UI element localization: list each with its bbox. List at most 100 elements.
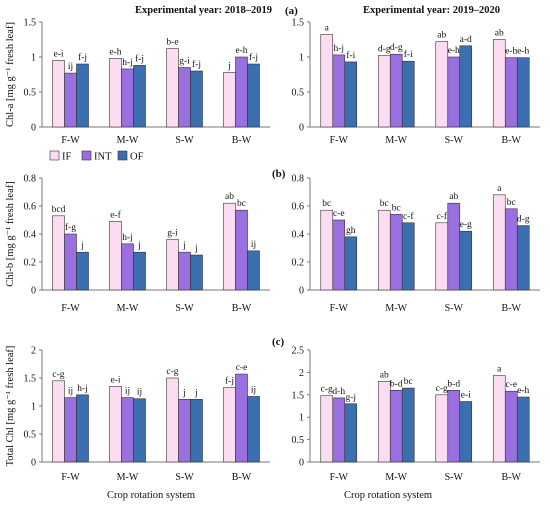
bar-OF-M-W	[401, 60, 415, 128]
x-tick-label: F-W	[61, 135, 80, 146]
significance-label: ij	[125, 387, 130, 397]
bar-IF-M-W	[109, 221, 122, 291]
significance-label: bc	[237, 199, 246, 209]
significance-label: e-h	[109, 47, 121, 57]
y-tick-label: 0.5	[292, 435, 305, 446]
y-tick-label: 0	[299, 123, 304, 134]
significance-label: b-d	[447, 379, 460, 389]
bar-INT-F-W	[332, 54, 346, 128]
bar-IF-F-W	[52, 380, 65, 463]
significance-label: j	[227, 61, 231, 71]
significance-label: a	[497, 184, 502, 194]
y-tick-label: 0.6	[24, 202, 37, 213]
significance-label: c-g	[52, 370, 64, 380]
significance-label: b-d	[390, 379, 403, 389]
y-tick-label: 1.5	[24, 18, 37, 29]
y-tick-label: 0.5	[292, 88, 305, 99]
y-tick-label: 0.4	[24, 230, 37, 241]
bar-OF-F-W	[76, 394, 89, 463]
significance-label: ab	[225, 192, 234, 202]
significance-label: f-j	[192, 59, 201, 70]
bar-IF-S-W	[166, 377, 179, 463]
x-tick-label: B-W	[502, 303, 522, 314]
significance-label: j	[80, 241, 84, 251]
bar-OF-B-W	[516, 57, 530, 128]
x-tick-label: M-W	[117, 472, 139, 483]
x-tick-label: S-W	[445, 135, 464, 146]
bar-IF-S-W	[435, 41, 449, 128]
bar-INT-F-W	[64, 397, 77, 463]
panel-label-c: (c)	[272, 336, 285, 348]
bar-INT-M-W	[389, 390, 403, 463]
significance-label: f-g	[65, 222, 76, 233]
significance-label: d-g	[517, 215, 530, 225]
significance-label: e-h	[235, 46, 247, 56]
significance-label: d-g	[390, 43, 403, 53]
y-axis-title: Chl-a [mg g⁻¹ fresh leaf]	[5, 22, 16, 127]
significance-label: e-i	[110, 375, 120, 385]
x-tick-label: B-W	[232, 472, 252, 483]
legend-swatch-IF	[49, 150, 60, 161]
y-tick-label: 0	[31, 123, 36, 134]
y-tick-label: 2	[31, 346, 36, 357]
x-tick-label: M-W	[117, 303, 139, 314]
bar-INT-B-W	[504, 390, 518, 463]
chart-panel-c-left: 0 0.5 1 1.5 2 Total Chl [mg g⁻¹ fresh leaf] c-…	[5, 346, 270, 483]
bar-INT-F-W	[64, 72, 77, 128]
x-axis-title-left: Crop rotation system	[107, 490, 195, 501]
bar-IF-S-W	[166, 48, 179, 128]
x-tick-label: S-W	[175, 472, 194, 483]
significance-label: e-h	[448, 46, 460, 56]
bar-IF-M-W	[109, 386, 122, 463]
significance-label: ij	[68, 62, 73, 72]
x-tick-label: F-W	[330, 135, 349, 146]
x-tick-label: F-W	[61, 303, 80, 314]
y-tick-label: 0	[31, 286, 36, 297]
x-tick-label: S-W	[445, 303, 464, 314]
bar-IF-B-W	[492, 375, 506, 463]
bar-OF-S-W	[459, 401, 473, 463]
significance-label: e-i	[53, 50, 63, 60]
bar-INT-M-W	[121, 68, 134, 128]
bar-OF-S-W	[190, 398, 203, 463]
bar-INT-F-W	[332, 397, 346, 463]
y-tick-label: 1.5	[292, 390, 305, 401]
x-tick-label: F-W	[330, 303, 349, 314]
bar-INT-F-W	[64, 233, 77, 291]
bar-INT-S-W	[178, 67, 191, 128]
significance-label: g-i	[179, 57, 190, 67]
x-tick-label: S-W	[445, 472, 464, 483]
bar-IF-M-W	[377, 209, 391, 291]
legend-swatch-OF	[117, 150, 128, 161]
significance-label: a-d	[460, 35, 472, 45]
significance-label: e-h	[517, 47, 529, 57]
significance-label: bc	[507, 198, 516, 208]
significance-label: f-i	[346, 50, 355, 61]
bar-INT-M-W	[121, 243, 134, 291]
bar-INT-F-W	[332, 219, 346, 291]
bar-INT-S-W	[447, 202, 461, 291]
y-tick-label: 1	[31, 402, 36, 413]
y-tick-label: 1	[31, 53, 36, 64]
significance-label: ab	[449, 192, 458, 202]
significance-label: ij	[68, 387, 73, 397]
bar-INT-B-W	[235, 56, 248, 128]
y-tick-label: 0	[299, 458, 304, 469]
bar-OF-M-W	[133, 65, 146, 128]
bar-IF-F-W	[52, 60, 65, 128]
significance-label: ij	[251, 240, 256, 250]
y-tick-label: 0.8	[24, 174, 37, 185]
significance-label: c-g	[436, 384, 448, 394]
significance-label: bc	[404, 377, 413, 387]
bar-IF-S-W	[435, 222, 449, 291]
significance-label: c-g	[166, 367, 178, 377]
x-tick-label: M-W	[385, 472, 407, 483]
x-axis-title-right: Crop rotation system	[344, 490, 432, 501]
significance-label: gh	[346, 226, 356, 236]
bar-OF-B-W	[247, 63, 260, 128]
y-tick-label: 0	[299, 286, 304, 297]
significance-label: d-g	[378, 45, 391, 55]
significance-label: f-j	[249, 52, 258, 63]
